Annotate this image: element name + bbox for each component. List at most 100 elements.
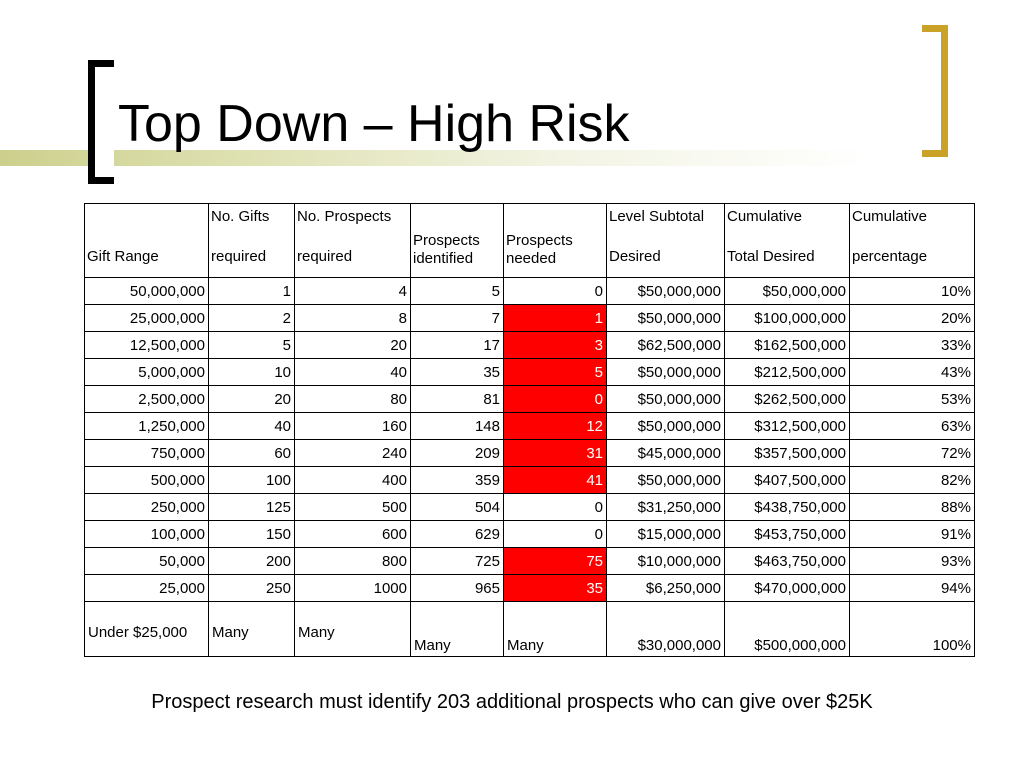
header-level-subtotal: Level Subtotal Desired (606, 203, 725, 278)
cell-gift-range: 50,000,000 (84, 277, 209, 305)
cell-prospects-needed: 5 (503, 358, 607, 386)
decorative-band (0, 150, 1024, 166)
cell-no-prospects: 800 (294, 547, 411, 575)
cell-no-gifts: 60 (208, 439, 295, 467)
table-header-row: Gift Range No. Gifts required No. Prospec… (84, 203, 975, 278)
cell-level-subtotal: $6,250,000 (606, 574, 725, 602)
cell-cumulative-percentage: 100% (849, 601, 975, 657)
cell-no-gifts: 200 (208, 547, 295, 575)
header-cumulative-percentage: Cumulative percentage (849, 203, 975, 278)
cell-cumulative-percentage: 53% (849, 385, 975, 413)
cell-prospects-identified: 35 (410, 358, 504, 386)
header-no-prospects: No. Prospects required (294, 203, 411, 278)
footnote-text: Prospect research must identify 203 addi… (151, 691, 873, 713)
cell-level-subtotal: $50,000,000 (606, 277, 725, 305)
cell-prospects-identified: 725 (410, 547, 504, 575)
cell-cumulative-total: $438,750,000 (724, 493, 850, 521)
cell-cumulative-percentage: 88% (849, 493, 975, 521)
cell-level-subtotal: $15,000,000 (606, 520, 725, 548)
cell-prospects-identified: 209 (410, 439, 504, 467)
cell-cumulative-percentage: 72% (849, 439, 975, 467)
cell-cumulative-percentage: 91% (849, 520, 975, 548)
header-cumulative-total: Cumulative Total Desired (724, 203, 850, 278)
cell-no-gifts: 40 (208, 412, 295, 440)
cell-prospects-identified: 17 (410, 331, 504, 359)
cell-cumulative-percentage: 93% (849, 547, 975, 575)
cell-no-prospects: 500 (294, 493, 411, 521)
cell-cumulative-percentage: 94% (849, 574, 975, 602)
table-row-under-25000: Under $25,000 Many Many Many Many $30,000,000… (84, 601, 975, 657)
cell-prospects-identified: 965 (410, 574, 504, 602)
table-row: 500,000 100 400 359 41 $50,000,000 $407,500,00… (84, 466, 975, 494)
cell-prospects-identified: 504 (410, 493, 504, 521)
cell-no-gifts: 2 (208, 304, 295, 332)
gift-range-table: Gift Range No. Gifts required No. Prospec… (84, 203, 975, 657)
cell-cumulative-total: $470,000,000 (724, 574, 850, 602)
cell-prospects-identified: 359 (410, 466, 504, 494)
table-row: 750,000 60 240 209 31 $45,000,000 $357,500,000… (84, 439, 975, 467)
cell-no-gifts: 20 (208, 385, 295, 413)
table-row: 50,000 200 800 725 75 $10,000,000 $463,750,000… (84, 547, 975, 575)
cell-no-gifts: 10 (208, 358, 295, 386)
cell-cumulative-total: $453,750,000 (724, 520, 850, 548)
cell-cumulative-percentage: 33% (849, 331, 975, 359)
cell-level-subtotal: $50,000,000 (606, 385, 725, 413)
cell-no-gifts: 150 (208, 520, 295, 548)
cell-no-gifts: Many (208, 601, 295, 657)
cell-cumulative-total: $500,000,000 (724, 601, 850, 657)
cell-prospects-needed: 31 (503, 439, 607, 467)
cell-cumulative-total: $357,500,000 (724, 439, 850, 467)
cell-no-prospects: 240 (294, 439, 411, 467)
cell-level-subtotal: $62,500,000 (606, 331, 725, 359)
cell-prospects-needed: 41 (503, 466, 607, 494)
cell-gift-range: 250,000 (84, 493, 209, 521)
right-bracket-decoration (922, 25, 948, 157)
cell-gift-range: 50,000 (84, 547, 209, 575)
cell-prospects-identified: 7 (410, 304, 504, 332)
cell-level-subtotal: $50,000,000 (606, 358, 725, 386)
cell-cumulative-total: $262,500,000 (724, 385, 850, 413)
cell-prospects-needed: 3 (503, 331, 607, 359)
table-row: 1,250,000 40 160 148 12 $50,000,000 $312,500,0… (84, 412, 975, 440)
cell-no-prospects: 8 (294, 304, 411, 332)
table-row: 100,000 150 600 629 0 $15,000,000 $453,750,000… (84, 520, 975, 548)
cell-prospects-needed: 35 (503, 574, 607, 602)
cell-no-prospects: 4 (294, 277, 411, 305)
cell-cumulative-total: $100,000,000 (724, 304, 850, 332)
header-gift-range: Gift Range (84, 203, 209, 278)
cell-prospects-identified: 629 (410, 520, 504, 548)
cell-gift-range: 2,500,000 (84, 385, 209, 413)
cell-prospects-identified: 148 (410, 412, 504, 440)
cell-gift-range: 25,000 (84, 574, 209, 602)
table-row: 25,000,000 2 8 7 1 $50,000,000 $100,000,000 20% (84, 304, 975, 332)
cell-cumulative-total: $407,500,000 (724, 466, 850, 494)
cell-level-subtotal: $50,000,000 (606, 466, 725, 494)
cell-cumulative-percentage: 10% (849, 277, 975, 305)
cell-cumulative-total: $312,500,000 (724, 412, 850, 440)
cell-cumulative-total: $463,750,000 (724, 547, 850, 575)
cell-prospects-needed: 12 (503, 412, 607, 440)
cell-no-gifts: 100 (208, 466, 295, 494)
header-prospects-needed: Prospects needed (503, 203, 607, 278)
left-bracket-decoration (88, 60, 114, 184)
cell-no-gifts: 1 (208, 277, 295, 305)
cell-no-prospects: 400 (294, 466, 411, 494)
cell-cumulative-percentage: 82% (849, 466, 975, 494)
cell-level-subtotal: $30,000,000 (606, 601, 725, 657)
cell-prospects-needed: 0 (503, 493, 607, 521)
table-row: 2,500,000 20 80 81 0 $50,000,000 $262,500,000 5… (84, 385, 975, 413)
cell-no-prospects: Many (294, 601, 411, 657)
cell-cumulative-percentage: 63% (849, 412, 975, 440)
table-row: 12,500,000 5 20 17 3 $62,500,000 $162,500,000 3… (84, 331, 975, 359)
header-prospects-identified: Prospects identified (410, 203, 504, 278)
cell-prospects-needed: 0 (503, 520, 607, 548)
cell-prospects-identified: Many (410, 601, 504, 657)
header-no-gifts: No. Gifts required (208, 203, 295, 278)
cell-no-gifts: 250 (208, 574, 295, 602)
table-row: 250,000 125 500 504 0 $31,250,000 $438,750,000… (84, 493, 975, 521)
cell-gift-range: Under $25,000 (84, 601, 209, 657)
cell-prospects-needed: 75 (503, 547, 607, 575)
cell-level-subtotal: $50,000,000 (606, 304, 725, 332)
cell-gift-range: 12,500,000 (84, 331, 209, 359)
cell-gift-range: 750,000 (84, 439, 209, 467)
